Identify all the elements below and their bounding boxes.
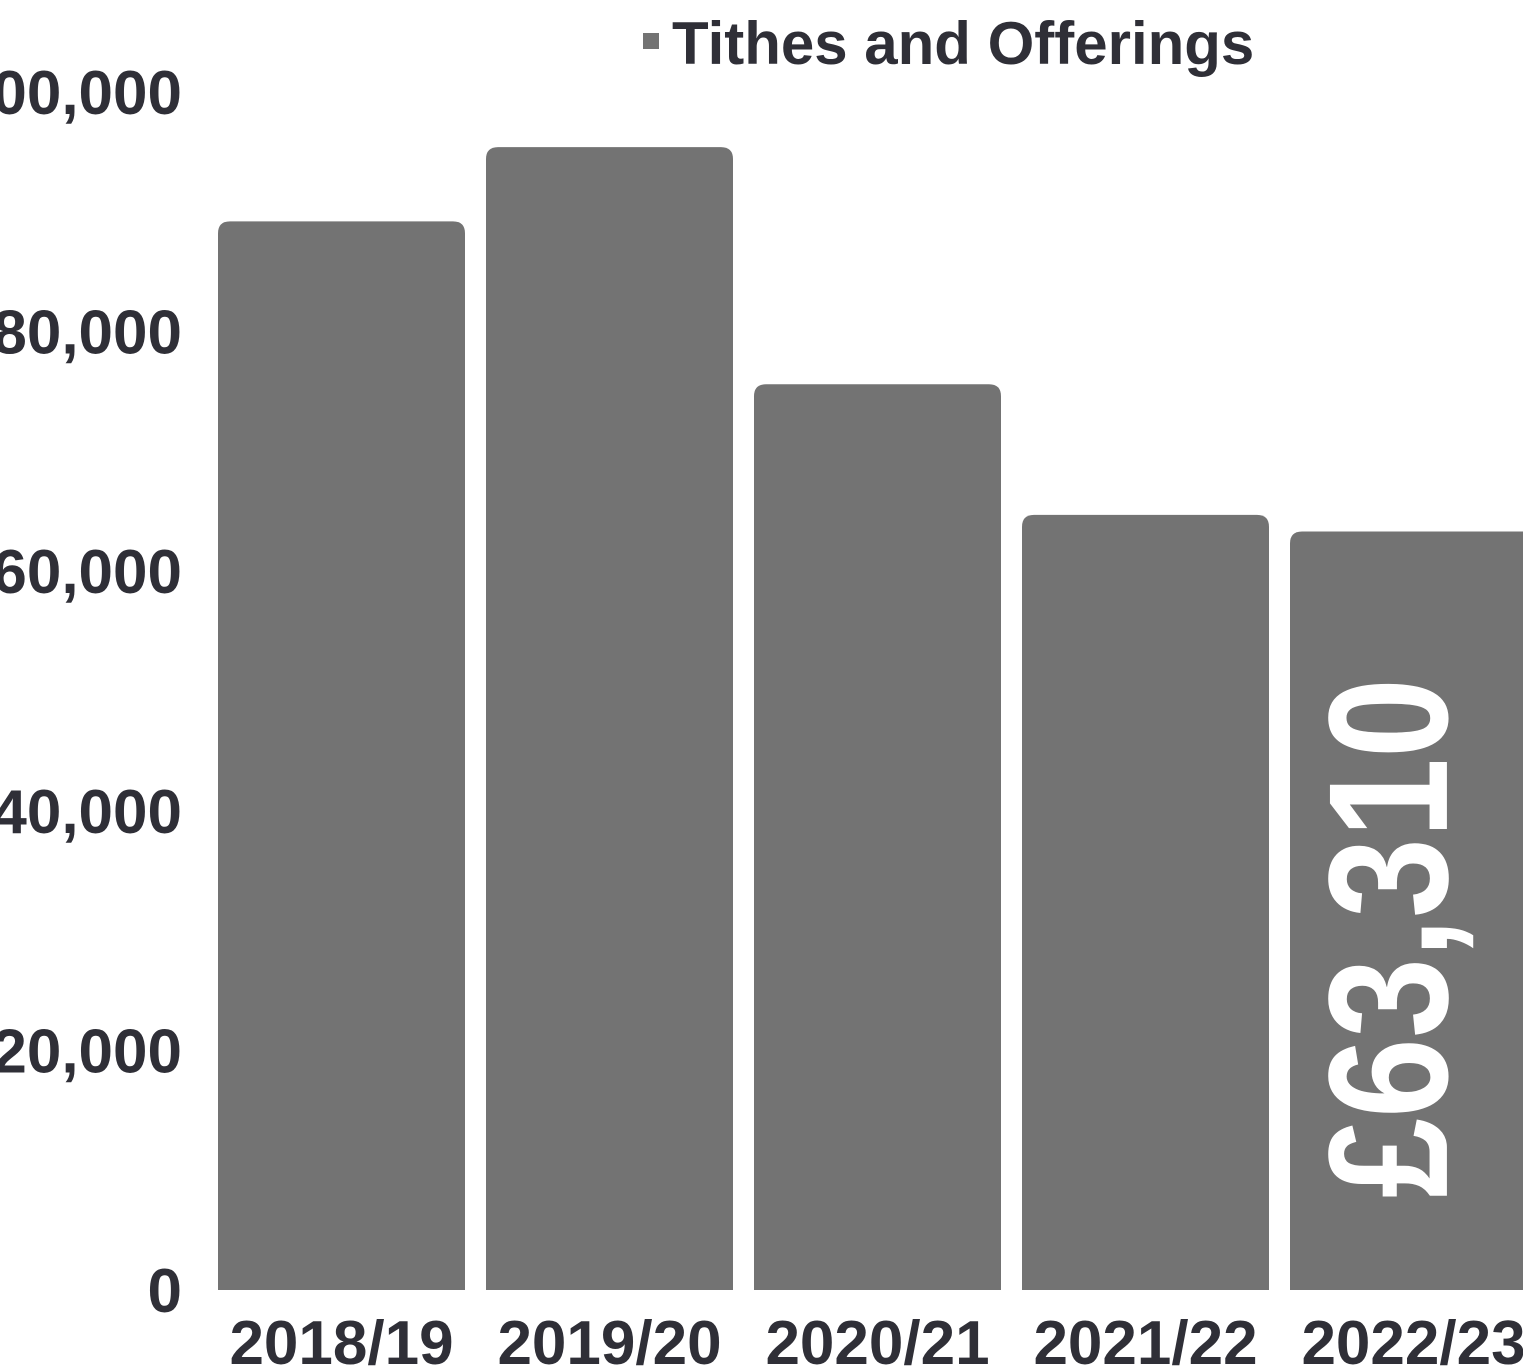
x-tick-label: 2022/23 [1301, 1309, 1523, 1372]
y-tick-label: 20,000 [0, 1017, 182, 1086]
legend-label: Tithes and Offerings [672, 10, 1254, 77]
bar-2022-23 [1290, 531, 1523, 1290]
bar-2018-19 [218, 221, 465, 1290]
x-tick-label: 2020/21 [765, 1309, 989, 1372]
x-tick-label: 2019/20 [497, 1309, 721, 1372]
bars [218, 147, 1523, 1290]
y-tick-label: 40,000 [0, 778, 182, 847]
y-tick-label: 60,000 [0, 538, 182, 607]
legend: Tithes and Offerings [643, 10, 1254, 77]
x-tick-label: 2018/19 [229, 1309, 453, 1372]
x-tick-label: 2021/22 [1033, 1309, 1257, 1372]
annotations: £63,310 [1294, 678, 1484, 1198]
y-tick-label: 80,000 [0, 299, 182, 368]
value-label: £63,310 [1294, 678, 1484, 1198]
y-tick-label: 0 [148, 1257, 182, 1326]
bar-2020-21 [754, 384, 1001, 1290]
y-tick-label: 100,000 [0, 59, 182, 128]
bar-2021-22 [1022, 514, 1269, 1290]
legend-swatch [643, 33, 659, 49]
x-axis-labels: 2018/19 2019/20 2020/21 2021/22 2022/23 [229, 1309, 1523, 1372]
y-axis-ticks: 0 20,000 40,000 60,000 80,000 100,000 [0, 59, 182, 1326]
bar-2019-20 [486, 147, 733, 1290]
